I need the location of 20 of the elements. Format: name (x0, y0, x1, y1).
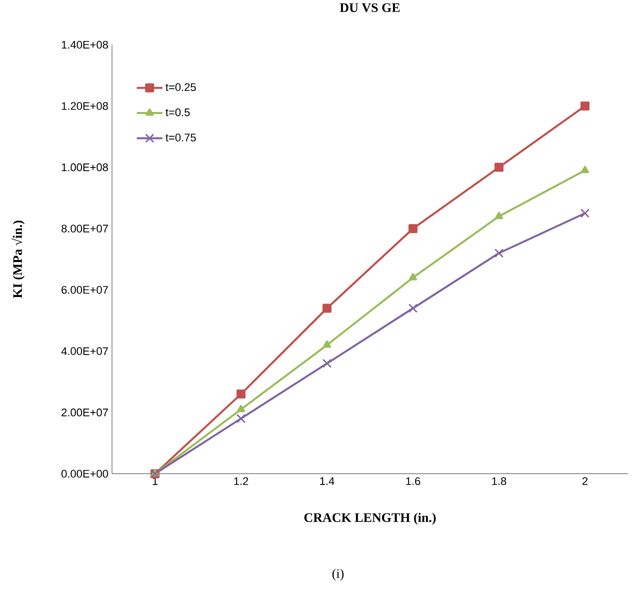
y-tick-label: 1.00E+08 (62, 164, 108, 172)
y-axis-title: KI (MPa √in.) (12, 220, 25, 298)
x-tick-label: 2 (582, 477, 588, 486)
chart-title: DU VS GE (340, 3, 400, 12)
legend-label: t=0.25 (166, 83, 196, 92)
y-tick-label: 8.00E+07 (62, 224, 108, 233)
y-tick-label: 0.00E+00 (61, 470, 108, 478)
x-tick-label: 1.8 (492, 477, 506, 486)
x-tick-label: 1.4 (320, 477, 334, 485)
y-tick-label: 1.40E+08 (62, 40, 108, 49)
legend-label: t=0.5 (166, 108, 190, 116)
y-tick-label: 2.00E+07 (62, 408, 108, 416)
x-tick-label: 1.6 (406, 477, 420, 486)
y-tick-label: 1.20E+08 (62, 102, 108, 110)
y-tick-label: 6.00E+07 (62, 286, 108, 294)
x-axis-title: CRACK LENGTH (in.) (304, 512, 436, 525)
text: (i) (332, 568, 344, 581)
x-tick-label: 1.2 (234, 477, 248, 486)
legend-label: t=0.75 (166, 134, 196, 142)
y-tick-label: 4.00E+07 (61, 347, 108, 356)
